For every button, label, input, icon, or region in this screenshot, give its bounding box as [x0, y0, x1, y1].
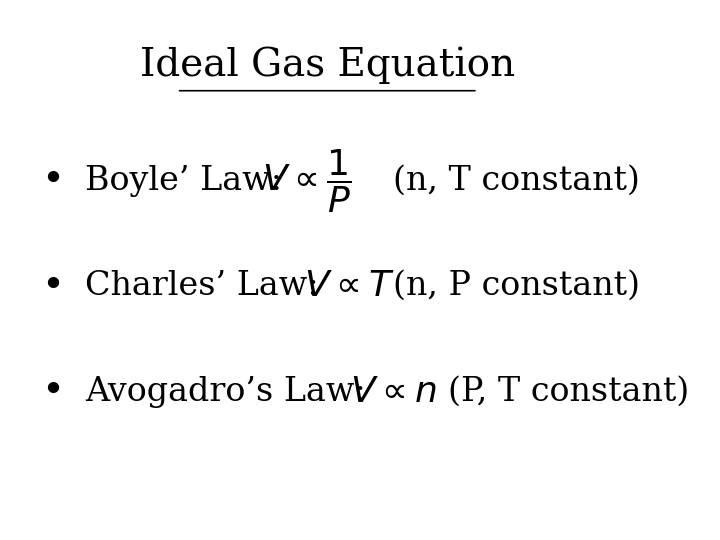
Text: Charles’ Law:: Charles’ Law:	[85, 270, 319, 302]
Text: (n, T constant): (n, T constant)	[392, 165, 639, 197]
Text: Boyle’ Law:: Boyle’ Law:	[85, 165, 282, 197]
Text: (P, T constant): (P, T constant)	[449, 375, 690, 408]
Text: •: •	[41, 163, 64, 199]
Text: $V \propto T$: $V \propto T$	[305, 269, 395, 303]
Text: $V \propto \dfrac{1}{P}$: $V \propto \dfrac{1}{P}$	[262, 147, 351, 214]
Text: Avogadro’s Law:: Avogadro’s Law:	[85, 375, 366, 408]
Text: $V \propto n$: $V \propto n$	[350, 375, 437, 408]
Text: •: •	[41, 268, 64, 305]
Text: (n, P constant): (n, P constant)	[392, 270, 639, 302]
Text: •: •	[41, 373, 64, 410]
Text: Ideal Gas Equation: Ideal Gas Equation	[140, 46, 515, 84]
